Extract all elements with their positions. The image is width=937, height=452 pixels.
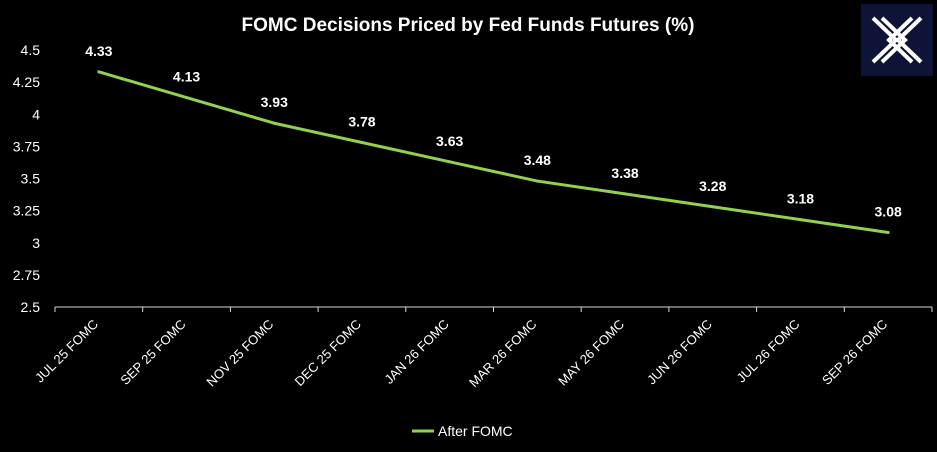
data-label: 3.48 (524, 152, 551, 168)
y-tick-label: 2.5 (21, 299, 41, 315)
data-label: 3.63 (436, 133, 463, 149)
x-tick-label: JUL 25 FOMC (32, 317, 101, 386)
x-tick-label: NOV 25 FOMC (203, 317, 276, 390)
data-point (535, 179, 539, 183)
data-point (448, 160, 452, 164)
x-axis: JUL 25 FOMC SEP 25 FOMC NOV 25 FOMC DEC 25 … (32, 306, 933, 390)
data-label: 3.93 (261, 94, 288, 110)
x-tick-label: SEP 26 FOMC (819, 317, 890, 388)
y-tick-label: 3.75 (13, 138, 40, 154)
series-layer (97, 70, 890, 234)
chart-title: FOMC Decisions Priced by Fed Funds Futur… (242, 15, 695, 36)
y-tick-label: 4.5 (21, 42, 41, 58)
data-label: 3.18 (787, 191, 814, 207)
data-labels: 4.33 4.13 3.93 3.78 3.63 3.48 3.38 3.28 3.18 3.08 (85, 43, 902, 220)
data-label: 3.28 (699, 178, 726, 194)
data-point (798, 218, 802, 222)
y-tick-label: 4 (32, 106, 40, 122)
x-tick-label: DEC 25 FOMC (292, 317, 364, 389)
data-label: 4.33 (85, 43, 112, 59)
data-point (623, 192, 627, 196)
x-tick-label: MAR 26 FOMC (466, 317, 539, 390)
x-tick-label: JUN 26 FOMC (644, 317, 715, 388)
y-axis: 2.5 2.75 3 3.25 3.5 3.75 4 4.25 4.5 (13, 42, 40, 315)
x-tick-label: MAY 26 FOMC (555, 317, 627, 389)
legend: After FOMC (412, 423, 513, 439)
x-tick-label: SEP 25 FOMC (117, 317, 188, 388)
data-point (185, 96, 189, 100)
y-tick-label: 4.25 (13, 74, 40, 90)
data-label: 4.13 (173, 69, 200, 85)
legend-label: After FOMC (438, 423, 513, 439)
data-label: 3.38 (611, 165, 638, 181)
data-label: 3.08 (875, 203, 902, 219)
data-point (97, 70, 101, 74)
x-tick-label: JUL 26 FOMC (734, 317, 803, 386)
x-logo-icon (861, 4, 933, 76)
data-label: 3.78 (348, 114, 375, 130)
y-tick-label: 3 (32, 235, 40, 251)
data-point (886, 230, 890, 234)
x-tick-label: JAN 26 FOMC (381, 317, 451, 387)
series-line (97, 70, 890, 234)
y-tick-label: 2.75 (13, 267, 40, 283)
data-point (272, 121, 276, 125)
y-tick-label: 3.25 (13, 203, 40, 219)
data-point (360, 141, 364, 145)
data-point (711, 205, 715, 209)
y-tick-label: 3.5 (21, 171, 41, 187)
